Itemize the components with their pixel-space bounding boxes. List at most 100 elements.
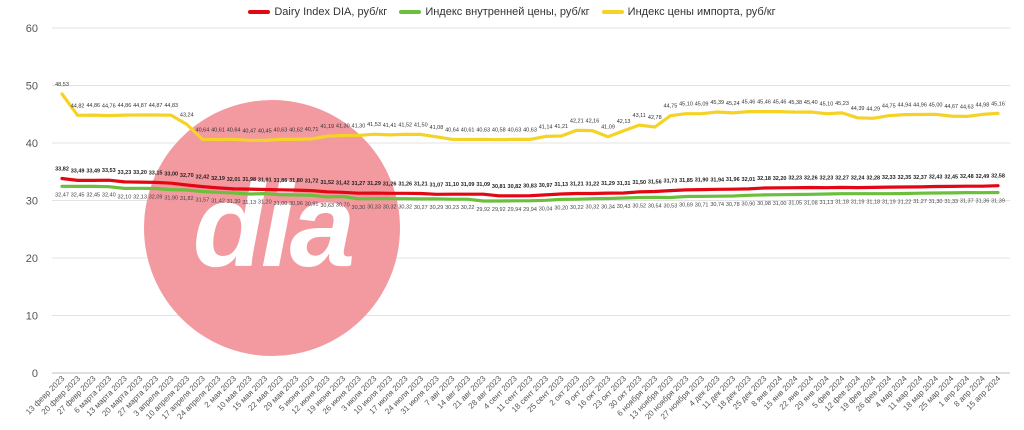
y-tick-label: 50 [26,81,38,93]
data-label: 44,86 [86,103,100,109]
data-label: 30,90 [742,201,756,207]
data-label: 45,40 [804,100,818,106]
y-tick-label: 10 [26,311,38,323]
data-label: 30,74 [710,202,724,208]
data-label: 40,63 [476,127,490,133]
data-label: 31,56 [648,180,662,186]
data-label: 45,46 [742,100,756,106]
data-label: 31,29 [601,181,615,187]
data-label: 45,24 [726,101,740,107]
data-label: 33,49 [71,168,85,174]
data-label: 30,78 [726,202,740,208]
data-label: 31,10 [445,182,459,188]
series-line [60,176,1000,198]
dia-logo-watermark: dia [144,100,400,356]
data-label: 31,82 [180,196,194,202]
data-label: 42,78 [648,115,662,121]
data-label: 31,13 [820,200,834,206]
data-label: 29,94 [508,207,522,213]
data-label: 41,30 [336,124,350,130]
data-label: 31,86 [274,178,288,184]
legend: Dairy Index DIA, руб/кг Индекс внутренней… [0,6,1024,18]
data-label: 30,98 [757,201,771,207]
data-label: 40,58 [492,128,506,134]
data-label: 31,18 [866,200,880,206]
data-label: 31,96 [726,177,740,183]
data-label: 31,09 [476,182,490,188]
data-label: 30,27 [414,205,428,211]
data-label: 31,91 [258,178,272,184]
data-label: 33,82 [55,167,69,173]
data-label: 31,37 [960,199,974,205]
data-label: 44,87 [149,103,163,109]
data-label: 41,53 [367,122,381,128]
data-label: 44,86 [118,103,132,109]
data-label: 33,23 [118,170,132,176]
data-label: 40,63 [508,127,522,133]
data-label: 40,63 [523,127,537,133]
data-label: 30,20 [554,205,568,211]
data-label: 48,53 [55,82,69,88]
series-line [60,92,1000,142]
data-label: 44,63 [960,104,974,110]
data-label: 31,29 [367,181,381,187]
data-label: 30,54 [648,203,662,209]
data-label: 32,09 [149,194,163,200]
data-label: 29,92 [492,207,506,213]
data-label: 40,71 [305,127,319,133]
data-label: 44,94 [898,103,912,109]
data-label: 32,23 [820,176,834,182]
data-label: 32,48 [960,174,974,180]
data-label: 41,09 [601,125,615,131]
legend-label: Индекс цены импорта, руб/кг [627,6,776,19]
data-label: 31,00 [773,201,787,207]
data-label: 32,49 [976,174,990,180]
data-label: 31,22 [898,199,912,205]
data-label: 33,53 [102,168,116,174]
data-label: 44,96 [913,102,927,108]
data-label: 43,24 [180,112,194,118]
data-label: 31,22 [586,181,600,187]
data-label: 45,16 [991,101,1005,107]
data-label: 42,21 [570,118,584,124]
legend-swatch [601,10,624,15]
data-label: 40,62 [289,127,303,133]
data-label: 32,20 [773,176,787,182]
data-label: 30,22 [570,205,584,211]
data-label: 32,40 [102,193,116,199]
data-label: 32,18 [757,176,771,182]
data-label: 32,45 [86,192,100,198]
data-label: 44,29 [866,106,880,112]
logo-circle [144,100,400,356]
data-label: 31,85 [679,178,693,184]
data-label: 33,20 [133,170,147,176]
data-labels: 33,82 33,49 33,49 33,53 33,23 33,20 33,15 33,00… [55,82,1005,213]
data-label: 31,21 [414,182,428,188]
data-label: 41,08 [430,125,444,131]
data-label: 31,73 [664,179,678,185]
series-line [60,184,1000,203]
y-tick-label: 60 [26,23,38,35]
data-label: 32,28 [866,175,880,181]
data-label: 31,57 [196,197,210,203]
data-label: 32,58 [991,174,1005,180]
data-label: 32,24 [851,176,866,182]
data-label: 41,14 [539,124,553,130]
logo-text: dia [193,160,353,292]
data-label: 30,82 [508,184,522,190]
data-label: 32,45 [944,174,958,180]
data-label: 32,23 [788,176,802,182]
data-label: 31,39 [991,199,1005,205]
data-label: 30,32 [383,205,397,211]
data-label: 41,21 [554,124,568,130]
data-label: 32,01 [227,177,241,183]
data-label: 30,33 [367,205,381,211]
data-label: 29,92 [476,207,490,213]
legend-item: Индекс внутренней цены, руб/кг [399,6,590,18]
data-label: 30,04 [539,206,553,212]
data-label: 41,41 [383,123,397,129]
data-label: 44,83 [164,103,178,109]
data-label: 31,36 [976,199,990,205]
data-label: 41,30 [352,124,366,130]
